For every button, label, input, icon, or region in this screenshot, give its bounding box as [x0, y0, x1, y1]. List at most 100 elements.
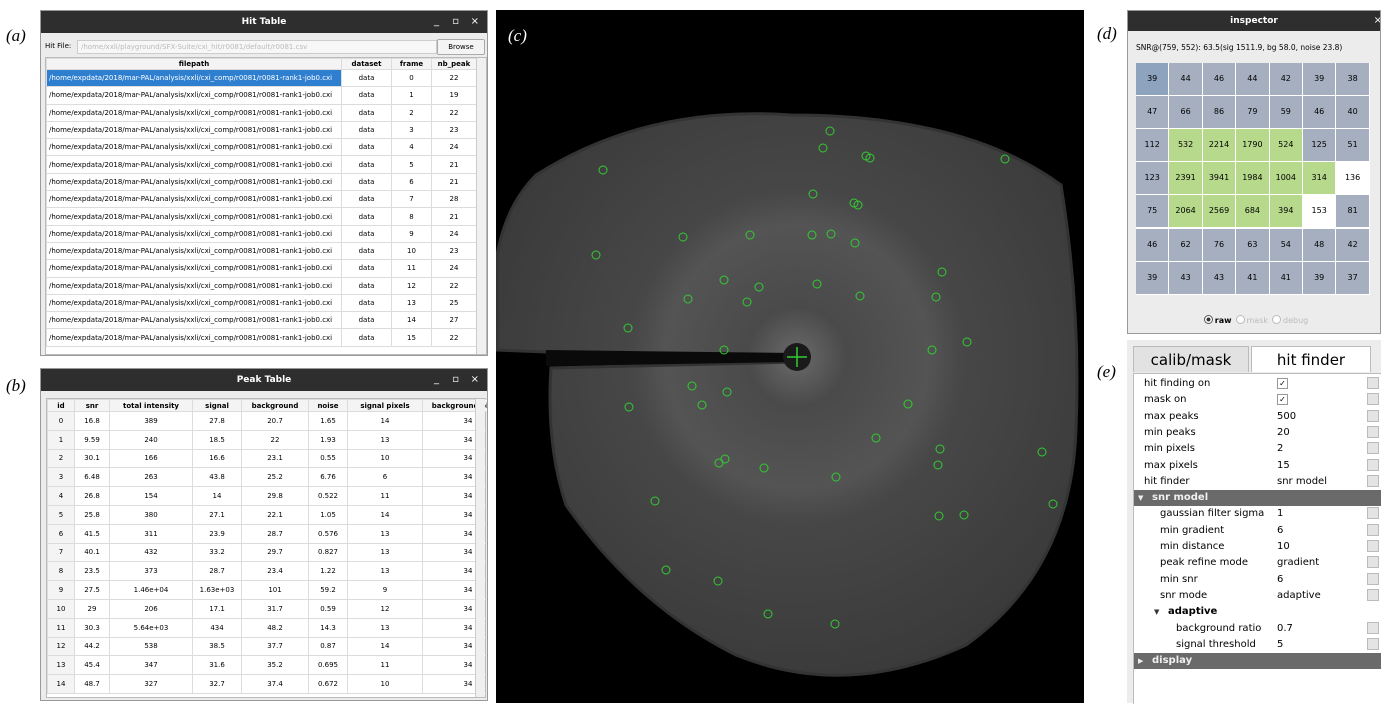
param-value[interactable]: ✓ — [1277, 394, 1288, 405]
table-row[interactable]: 740.143233.229.70.8271334 — [48, 543, 489, 562]
table-row[interactable]: 525.838027.122.11.051434 — [48, 505, 489, 524]
column-header[interactable]: snr — [75, 400, 110, 412]
column-header[interactable]: signal pixels — [348, 400, 423, 412]
param-row[interactable]: background ratio0.7 — [1134, 621, 1381, 637]
table-row[interactable]: 230.116616.623.10.551034 — [48, 449, 489, 468]
reset-button[interactable] — [1367, 556, 1379, 568]
table-row[interactable]: /home/expdata/2018/mar-PAL/analysis/xxli… — [47, 156, 477, 173]
column-header[interactable]: signal — [193, 400, 242, 412]
table-row[interactable]: /home/expdata/2018/mar-PAL/analysis/xxli… — [47, 277, 477, 294]
group-row[interactable]: ▼adaptive — [1134, 604, 1381, 620]
param-row[interactable]: hit finding on✓ — [1134, 376, 1381, 392]
param-value[interactable]: adaptive — [1277, 588, 1321, 604]
table-row[interactable]: /home/expdata/2018/mar-PAL/analysis/xxli… — [47, 208, 477, 225]
table-row[interactable]: 1448.732732.737.40.6721034 — [48, 675, 489, 694]
table-row[interactable]: /home/expdata/2018/mar-PAL/analysis/xxli… — [47, 70, 477, 87]
reset-button[interactable] — [1367, 540, 1379, 552]
table-row[interactable]: 102920617.131.70.591234 — [48, 599, 489, 618]
close-button[interactable]: × — [471, 369, 479, 391]
reset-button[interactable] — [1367, 393, 1379, 405]
close-button[interactable]: × — [471, 11, 479, 33]
param-row[interactable]: max peaks500 — [1134, 409, 1381, 425]
column-header[interactable]: total intensity — [110, 400, 193, 412]
param-row[interactable]: min pixels2 — [1134, 441, 1381, 457]
param-row[interactable]: max pixels15 — [1134, 458, 1381, 474]
param-row[interactable]: min peaks20 — [1134, 425, 1381, 441]
column-header[interactable]: id — [48, 400, 75, 412]
param-value[interactable]: 2 — [1277, 441, 1283, 457]
reset-button[interactable] — [1367, 524, 1379, 536]
table-row[interactable]: /home/expdata/2018/mar-PAL/analysis/xxli… — [47, 312, 477, 329]
reset-button[interactable] — [1367, 459, 1379, 471]
param-value[interactable]: 10 — [1277, 539, 1290, 555]
radio-label[interactable]: debug — [1283, 316, 1308, 325]
param-row[interactable]: min gradient6 — [1134, 523, 1381, 539]
table-row[interactable]: /home/expdata/2018/mar-PAL/analysis/xxli… — [47, 329, 477, 346]
group-row[interactable]: ▼snr model — [1134, 490, 1381, 506]
column-header[interactable]: nb_peak — [432, 59, 477, 70]
table-row[interactable]: /home/expdata/2018/mar-PAL/analysis/xxli… — [47, 191, 477, 208]
param-value[interactable]: 1 — [1277, 506, 1283, 522]
expand-arrow[interactable]: ▶ — [1138, 653, 1143, 669]
reset-button[interactable] — [1367, 475, 1379, 487]
expand-arrow[interactable]: ▼ — [1138, 490, 1143, 506]
table-row[interactable]: /home/expdata/2018/mar-PAL/analysis/xxli… — [47, 87, 477, 104]
reset-button[interactable] — [1367, 377, 1379, 389]
column-header[interactable]: frame — [392, 59, 432, 70]
param-value[interactable]: 20 — [1277, 425, 1290, 441]
radio-label[interactable]: raw — [1215, 316, 1232, 325]
param-value[interactable]: gradient — [1277, 555, 1319, 571]
reset-button[interactable] — [1367, 410, 1379, 422]
param-row[interactable]: signal threshold5 — [1134, 637, 1381, 653]
radio-button[interactable] — [1236, 315, 1245, 324]
param-row[interactable]: snr modeadaptive — [1134, 588, 1381, 604]
param-value[interactable]: 15 — [1277, 458, 1290, 474]
column-header[interactable]: filepath — [47, 59, 342, 70]
param-row[interactable]: peak refine modegradient — [1134, 555, 1381, 571]
param-row[interactable]: min distance10 — [1134, 539, 1381, 555]
param-value[interactable]: 6 — [1277, 572, 1283, 588]
table-row[interactable]: 1244.253838.537.70.871434 — [48, 637, 489, 656]
table-row[interactable]: 36.4826343.825.26.76634 — [48, 468, 489, 487]
group-row[interactable]: ▶display — [1134, 653, 1381, 669]
param-value[interactable]: 6 — [1277, 523, 1283, 539]
table-row[interactable]: /home/expdata/2018/mar-PAL/analysis/xxli… — [47, 139, 477, 156]
table-row[interactable]: 19.5924018.5221.931334 — [48, 430, 489, 449]
reset-button[interactable] — [1367, 589, 1379, 601]
table-row[interactable]: /home/expdata/2018/mar-PAL/analysis/xxli… — [47, 173, 477, 190]
reset-button[interactable] — [1367, 507, 1379, 519]
table-row[interactable]: 016.838927.820.71.651434 — [48, 412, 489, 431]
column-header[interactable]: background — [242, 400, 309, 412]
table-row[interactable]: 823.537328.723.41.221334 — [48, 562, 489, 581]
maximize-button[interactable]: ▫ — [452, 369, 459, 391]
table-row[interactable]: /home/expdata/2018/mar-PAL/analysis/xxli… — [47, 294, 477, 311]
tab[interactable]: hit finder — [1251, 346, 1371, 372]
close-button[interactable]: × — [1374, 11, 1381, 31]
table-row[interactable]: 1345.434731.635.20.6951134 — [48, 656, 489, 675]
tab[interactable]: calib/mask — [1133, 346, 1249, 372]
hit-file-input[interactable]: /home/xxli/playground/SFX-Suite/cxi_hit/… — [77, 40, 437, 54]
minimize-button[interactable]: _ — [434, 369, 439, 391]
param-row[interactable]: min snr6 — [1134, 572, 1381, 588]
param-row[interactable]: mask on✓ — [1134, 392, 1381, 408]
table-row[interactable]: 927.51.46e+041.63e+0310159.2934 — [48, 581, 489, 600]
radio-label[interactable]: mask — [1247, 316, 1269, 325]
param-value[interactable]: snr model — [1277, 474, 1327, 490]
minimize-button[interactable]: _ — [434, 11, 439, 33]
reset-button[interactable] — [1367, 442, 1379, 454]
radio-button[interactable] — [1272, 315, 1281, 324]
reset-button[interactable] — [1367, 638, 1379, 650]
table-row[interactable]: /home/expdata/2018/mar-PAL/analysis/xxli… — [47, 260, 477, 277]
reset-button[interactable] — [1367, 426, 1379, 438]
table-row[interactable]: /home/expdata/2018/mar-PAL/analysis/xxli… — [47, 104, 477, 121]
param-row[interactable]: hit findersnr model — [1134, 474, 1381, 490]
param-row[interactable]: gaussian filter sigma1 — [1134, 506, 1381, 522]
table-row[interactable]: 641.531123.928.70.5761334 — [48, 524, 489, 543]
column-header[interactable]: dataset — [342, 59, 392, 70]
maximize-button[interactable]: ▫ — [452, 11, 459, 33]
radio-button[interactable] — [1204, 315, 1213, 324]
reset-button[interactable] — [1367, 573, 1379, 585]
reset-button[interactable] — [1367, 622, 1379, 634]
table-row[interactable]: /home/expdata/2018/mar-PAL/analysis/xxli… — [47, 242, 477, 259]
param-value[interactable]: 500 — [1277, 409, 1296, 425]
